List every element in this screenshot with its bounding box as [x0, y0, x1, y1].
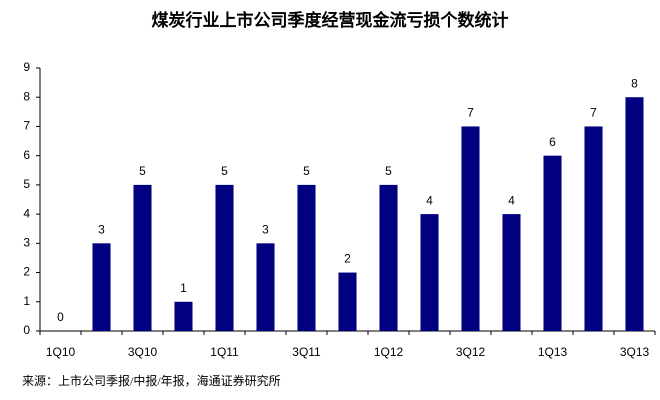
source-note: 来源：上市公司季报/中报/年报，海通证券研究所	[22, 373, 281, 388]
x-tick-label: 3Q10	[128, 345, 158, 359]
bar	[461, 126, 480, 331]
value-label: 1	[180, 281, 187, 295]
bar	[543, 155, 562, 331]
chart-title: 煤炭行业上市公司季度经营现金流亏损个数统计	[152, 10, 509, 30]
bar	[215, 184, 234, 331]
value-label: 7	[467, 106, 474, 120]
y-tick-label: 5	[23, 177, 30, 191]
value-label: 3	[98, 223, 105, 237]
value-label: 2	[344, 252, 351, 266]
y-tick-label: 7	[23, 119, 30, 133]
x-tick-label: 3Q12	[456, 345, 486, 359]
value-label: 6	[549, 135, 556, 149]
x-tick-label: 3Q13	[620, 345, 650, 359]
bar	[92, 243, 111, 331]
bar	[338, 272, 357, 331]
y-tick-label: 8	[23, 89, 30, 103]
value-label: 3	[262, 223, 269, 237]
bar	[625, 97, 644, 331]
x-tick-label: 3Q11	[292, 345, 321, 359]
y-tick-label: 1	[23, 294, 30, 308]
x-tick-label: 1Q10	[46, 345, 76, 359]
bar	[297, 184, 316, 331]
value-label: 5	[303, 164, 310, 178]
bar	[174, 301, 193, 331]
y-tick-label: 2	[23, 265, 30, 279]
bar	[502, 214, 521, 331]
value-label: 4	[426, 193, 433, 207]
value-label: 8	[631, 76, 638, 90]
bar	[584, 126, 603, 331]
y-tick-label: 3	[23, 236, 30, 250]
value-label: 0	[57, 310, 64, 324]
bar	[133, 184, 152, 331]
y-tick-label: 4	[23, 206, 30, 220]
bar	[379, 184, 398, 331]
y-tick-label: 9	[23, 60, 30, 74]
value-label: 5	[139, 164, 146, 178]
value-label: 4	[508, 193, 515, 207]
value-label: 7	[590, 106, 597, 120]
bar	[256, 243, 275, 331]
y-tick-label: 0	[23, 323, 30, 337]
bar	[420, 214, 439, 331]
value-label: 5	[221, 164, 228, 178]
y-tick-label: 6	[23, 148, 30, 162]
x-tick-label: 1Q12	[374, 345, 404, 359]
value-label: 5	[385, 164, 392, 178]
x-tick-label: 1Q13	[538, 345, 568, 359]
x-tick-label: 1Q11	[210, 345, 239, 359]
